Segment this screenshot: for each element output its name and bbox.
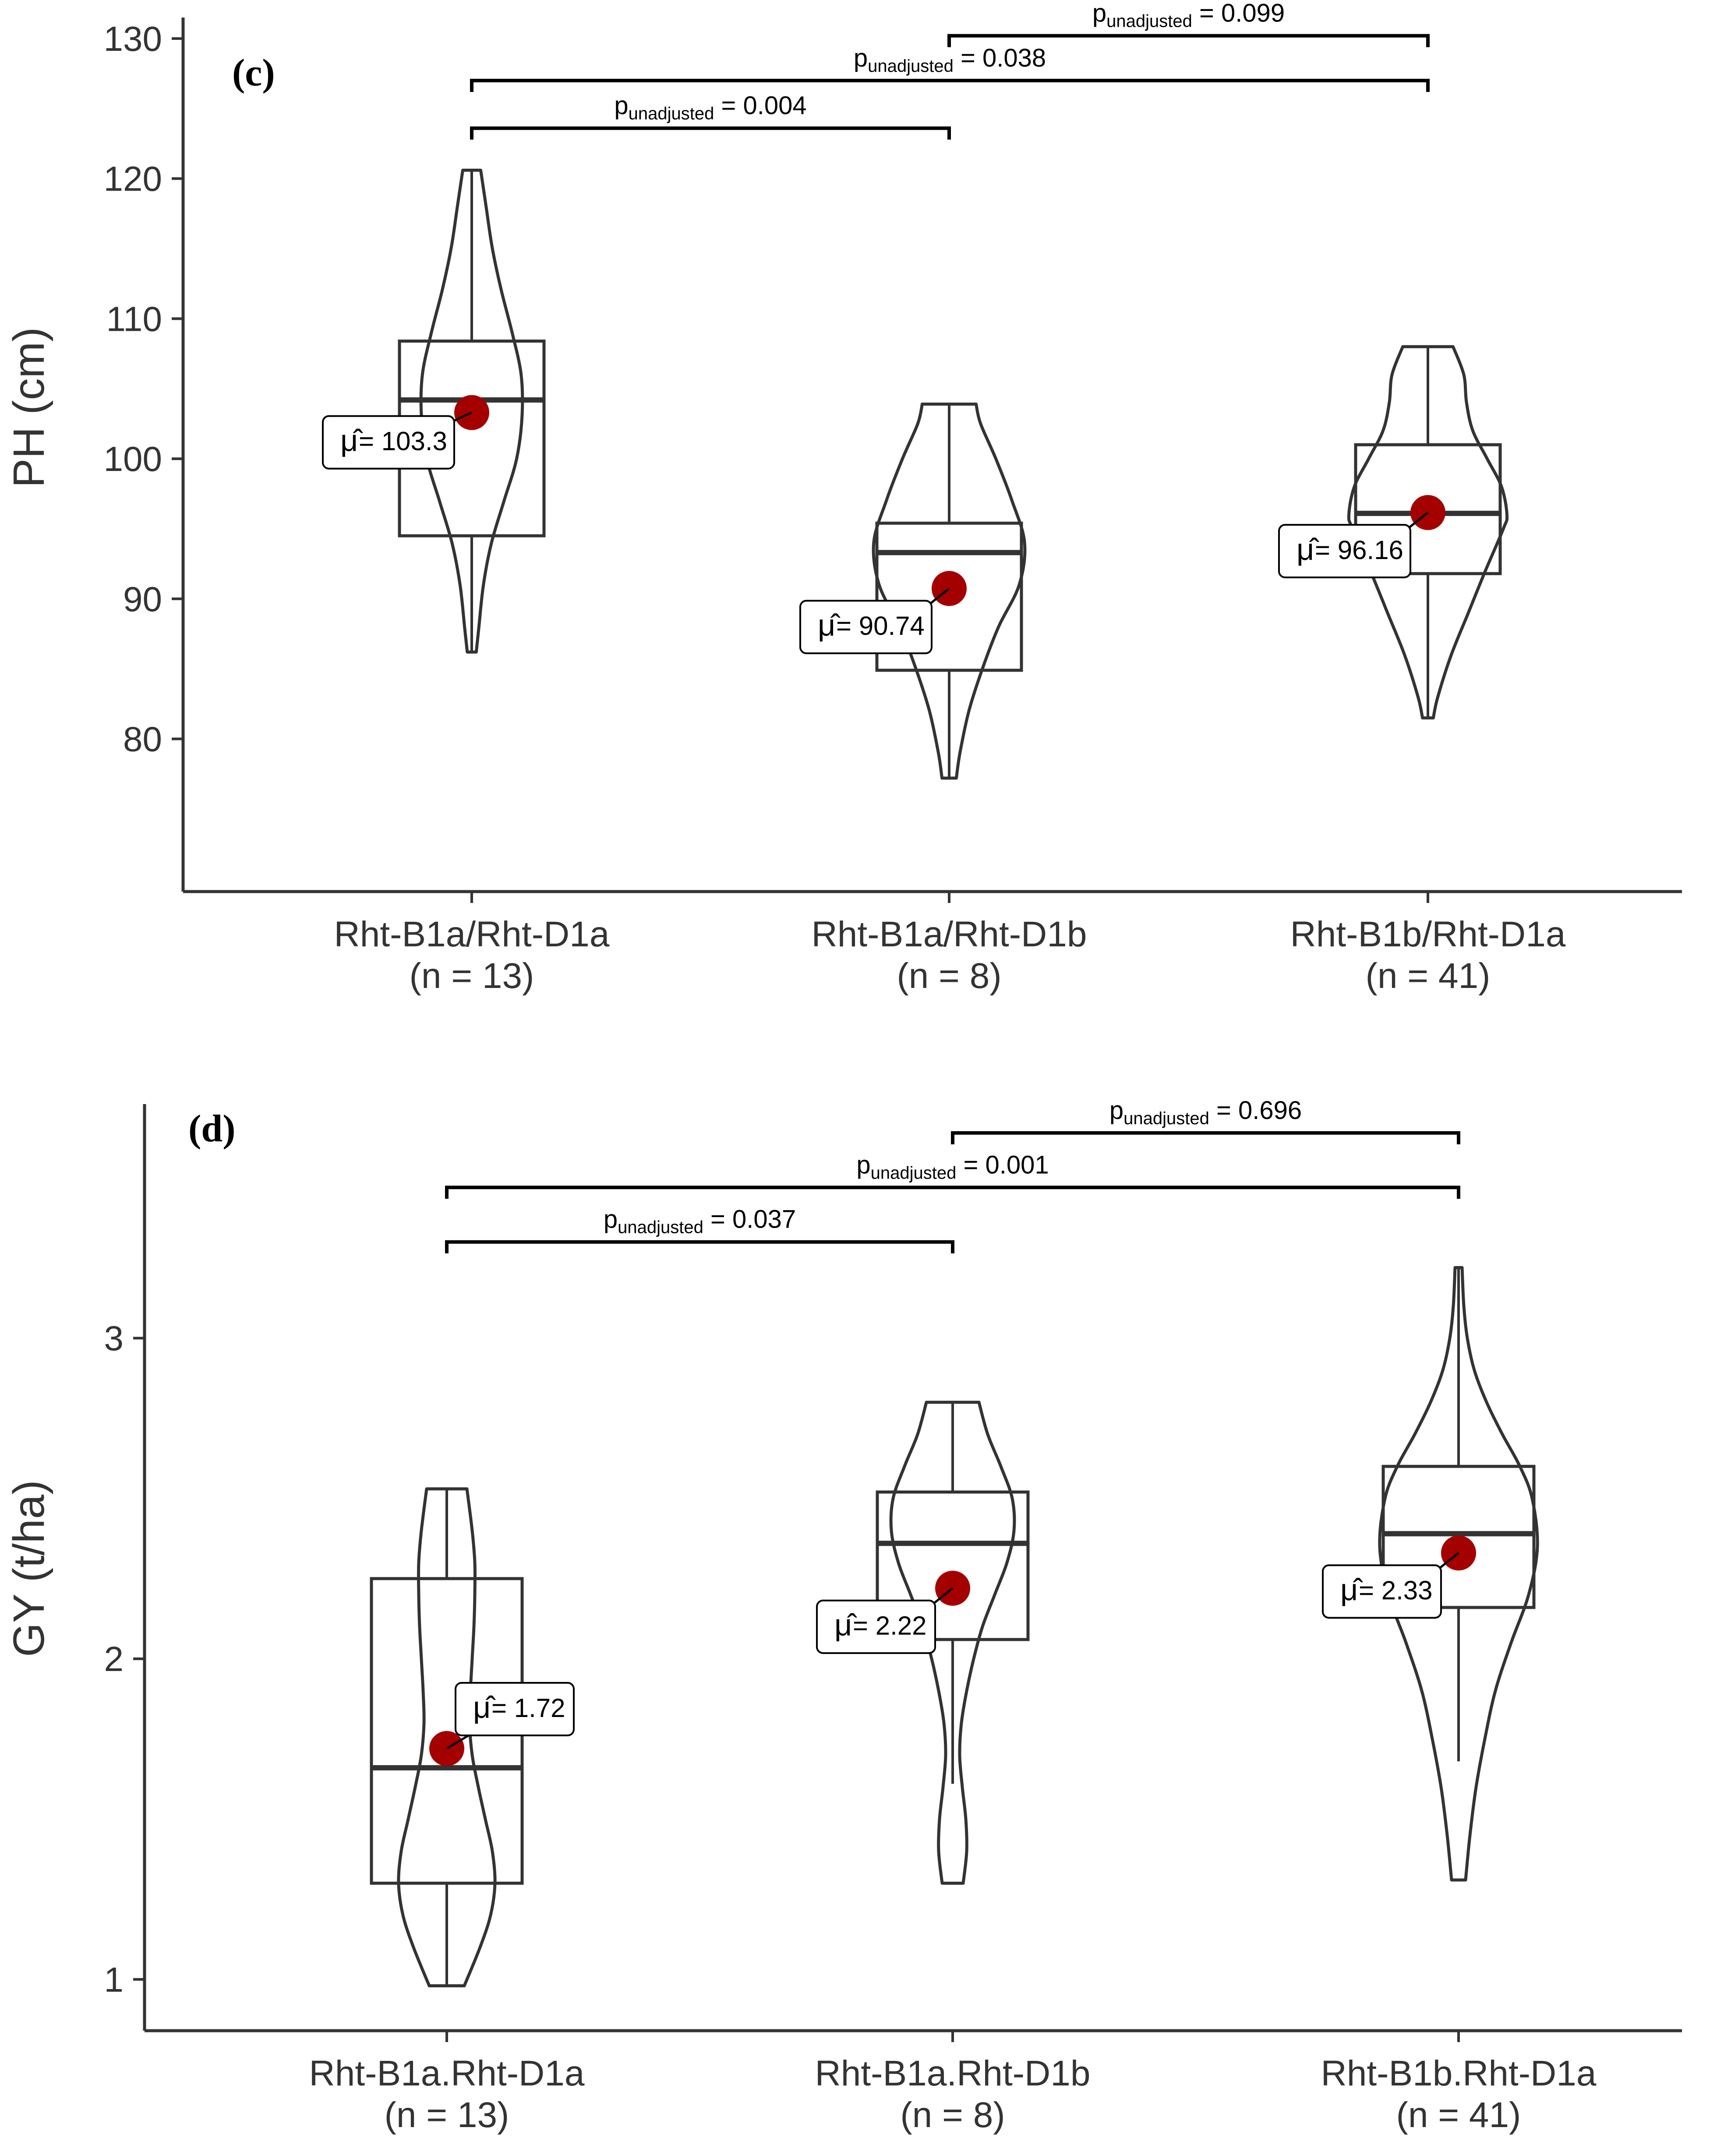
comparison-bracket: punadjusted = 0.001: [445, 1151, 1460, 1199]
p-value: = 0.696: [1209, 1096, 1302, 1125]
violin-outline: [889, 1401, 1016, 1885]
y-tick-label: 1: [104, 1960, 124, 1999]
comparison-bracket: punadjusted = 0.696: [951, 1096, 1460, 1144]
mean-label-box: [455, 1682, 575, 1736]
p-value: = 0.004: [714, 92, 806, 120]
bracket-line: [951, 1131, 1460, 1144]
comparison-bracket: punadjusted = 0.037: [445, 1205, 954, 1253]
panel-c-plant-height: 80 90 100 110 120 130 PH (cm) (c) Rht-B1a/Rht-D1…: [4, 0, 1682, 996]
p-value-label: punadjusted = 0.696: [1109, 1096, 1302, 1128]
group-Rht-B1b/Rht-D1a: μ̂ = 96.16: [1278, 345, 1509, 720]
box-iqr: [875, 521, 1023, 672]
x-tick-label: Rht-B1a.Rht-D1b: [815, 2053, 1091, 2093]
comparison-bracket: punadjusted = 0.038: [470, 44, 1430, 92]
violin-outline: [397, 1487, 497, 1987]
x-tick-n-label: (n = 13): [410, 956, 534, 996]
panel-label: (d): [188, 1108, 236, 1150]
p-subscript: unadjusted: [1106, 12, 1192, 31]
violin-outline: [419, 169, 524, 654]
y-axis-title: GY (t/ha): [4, 1480, 53, 1657]
p-prefix: p: [1109, 1096, 1123, 1125]
mean-label-box: [322, 415, 455, 470]
violin-outline: [1347, 345, 1509, 720]
p-subscript: unadjusted: [629, 104, 714, 124]
x-tick-label: Rht-B1a/Rht-D1a: [334, 914, 610, 954]
mean-label: = 90.74: [836, 611, 925, 641]
p-prefix: p: [1092, 0, 1106, 28]
p-value-label: punadjusted = 0.004: [614, 92, 806, 124]
bracket-line: [445, 1240, 954, 1253]
p-value: = 0.001: [956, 1151, 1049, 1179]
box-iqr: [1381, 1465, 1536, 1609]
x-tick-label: Rht-B1a.Rht-D1a: [309, 2053, 585, 2093]
y-tick-label: 120: [104, 159, 162, 198]
p-value-label: punadjusted = 0.038: [854, 44, 1046, 76]
p-value: = 0.099: [1192, 0, 1285, 28]
x-tick-label: Rht-B1b.Rht-D1a: [1321, 2053, 1597, 2093]
x-tick-n-label: (n = 41): [1366, 956, 1491, 996]
group-Rht-B1a/Rht-D1b: μ̂ = 90.74: [799, 402, 1027, 780]
violin-outline: [872, 402, 1027, 780]
y-tick-label: 100: [104, 439, 162, 478]
panel-label: (c): [232, 52, 275, 94]
group-Rht-B1b.Rht-D1a: μ̂ = 2.33: [1322, 1266, 1539, 1882]
panel-d-grain-yield: 1 2 3 GY (t/ha) (d) Rht-B1a.Rht-D1a(n = 13) Rh…: [4, 1096, 1682, 2135]
comparison-bracket: punadjusted = 0.099: [947, 0, 1430, 47]
p-value: = 0.038: [954, 44, 1046, 72]
bracket-line: [445, 1186, 1460, 1199]
p-value-label: punadjusted = 0.099: [1092, 0, 1285, 31]
p-subscript: unadjusted: [1123, 1109, 1209, 1128]
p-prefix: p: [854, 44, 868, 72]
y-tick-label: 2: [104, 1639, 124, 1678]
group-Rht-B1a.Rht-D1b: μ̂ = 2.22: [816, 1401, 1030, 1885]
y-tick-label: 110: [106, 299, 162, 338]
x-tick-n-label: (n = 8): [897, 956, 1001, 996]
mean-label-box: [816, 1600, 936, 1654]
p-prefix: p: [856, 1151, 870, 1179]
bracket-line: [470, 78, 1430, 92]
mean-leader-line: [446, 1734, 470, 1750]
mean-label-box: [799, 600, 933, 655]
x-tick-label: Rht-B1a/Rht-D1b: [812, 914, 1087, 954]
p-subscript: unadjusted: [618, 1218, 703, 1237]
mean-label-box: [1322, 1564, 1442, 1619]
x-tick-n-label: (n = 41): [1396, 2095, 1521, 2135]
p-value: = 0.037: [703, 1205, 796, 1234]
mean-label: = 1.72: [491, 1693, 565, 1723]
bracket-line: [470, 126, 951, 140]
mean-label: = 96.16: [1315, 535, 1403, 565]
p-prefix: p: [614, 92, 628, 120]
mean-label: = 2.22: [853, 1611, 927, 1640]
p-prefix: p: [604, 1205, 618, 1234]
x-tick-label: Rht-B1b/Rht-D1a: [1290, 914, 1566, 954]
violin-outline: [1378, 1266, 1539, 1882]
bracket-line: [947, 34, 1430, 47]
mean-label: = 103.3: [359, 427, 447, 456]
group-Rht-B1a.Rht-D1a: μ̂ = 1.72: [370, 1487, 575, 1987]
p-value-label: punadjusted = 0.037: [604, 1205, 796, 1237]
p-subscript: unadjusted: [871, 1163, 957, 1182]
y-tick-label: 90: [123, 580, 162, 619]
y-tick-label: 80: [123, 720, 162, 759]
mean-label-box: [1278, 524, 1411, 578]
box-iqr: [876, 1490, 1030, 1641]
p-value-label: punadjusted = 0.001: [856, 1151, 1049, 1182]
box-iqr: [1354, 443, 1502, 575]
p-subscript: unadjusted: [868, 57, 954, 76]
y-axis-title: PH (cm): [4, 327, 53, 488]
y-tick-label: 3: [104, 1319, 124, 1358]
y-tick-label: 130: [104, 19, 162, 58]
mean-label: = 2.33: [1359, 1576, 1433, 1605]
group-Rht-B1a/Rht-D1a: μ̂ = 103.3: [322, 169, 546, 654]
x-tick-n-label: (n = 13): [385, 2095, 509, 2135]
comparison-bracket: punadjusted = 0.004: [470, 92, 951, 140]
x-tick-n-label: (n = 8): [900, 2095, 1005, 2135]
